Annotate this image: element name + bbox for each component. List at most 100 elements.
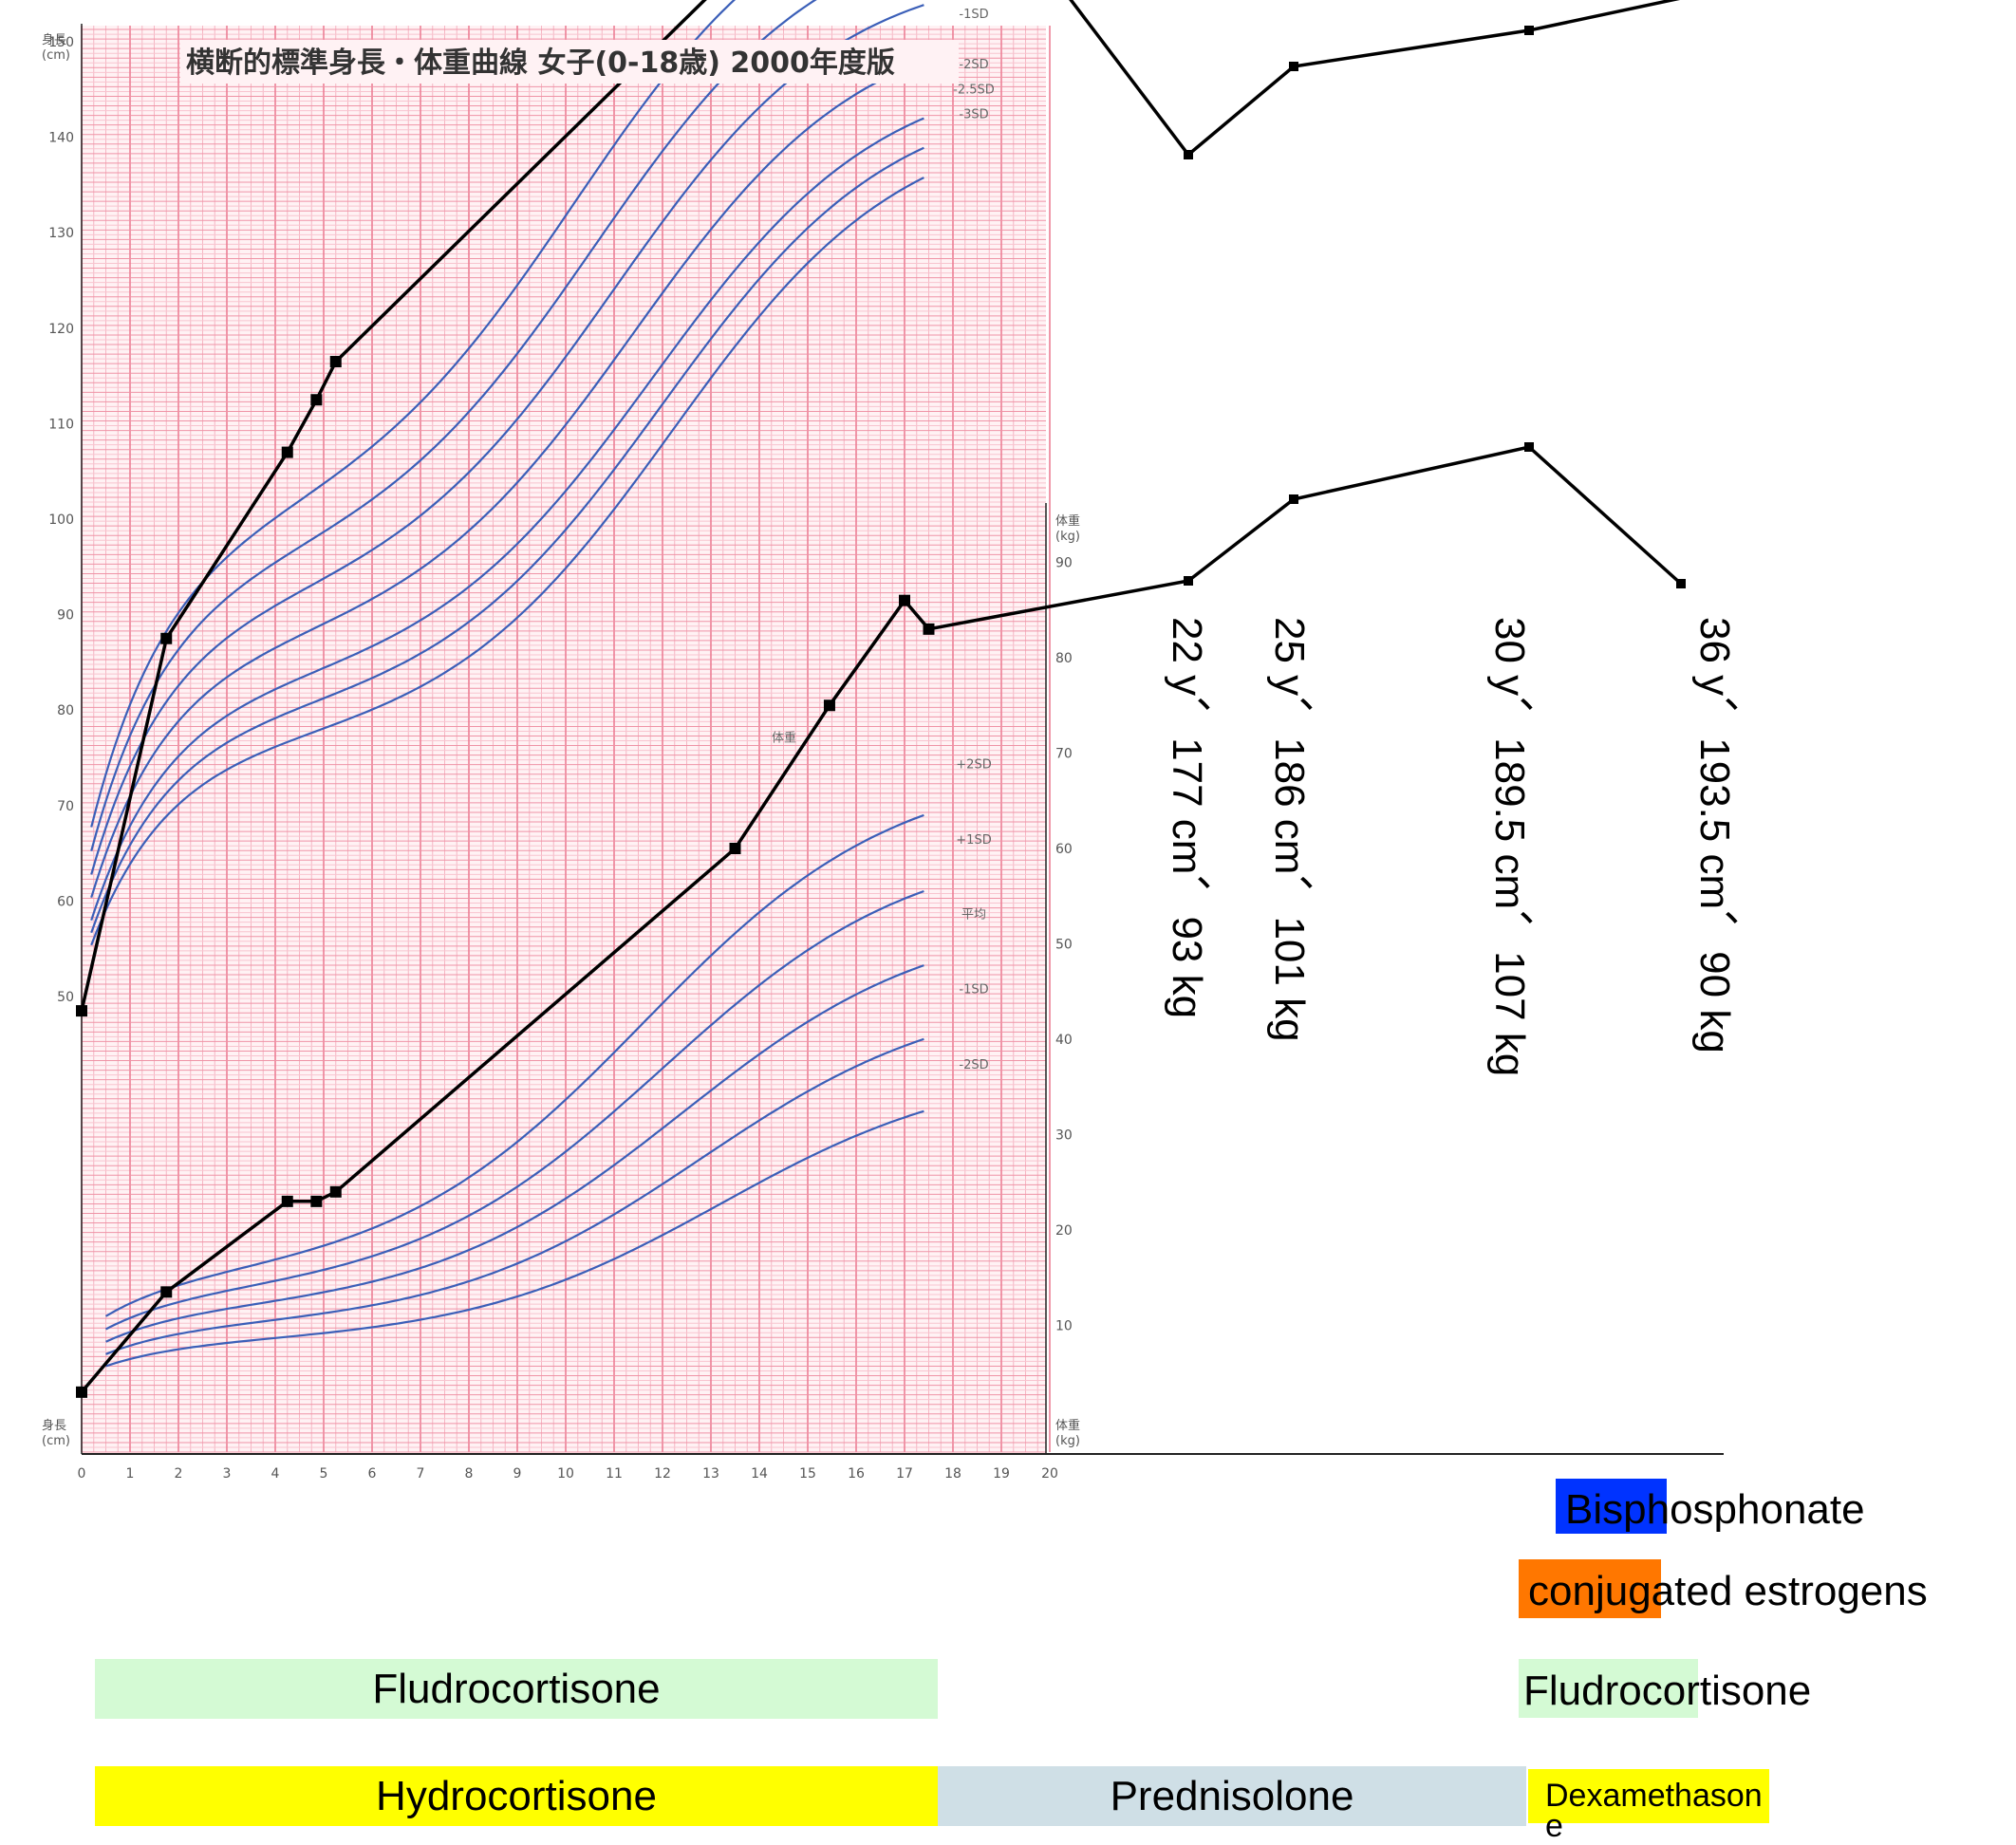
weight-sd-curve [105, 1109, 924, 1368]
x-tick-label: 6 [368, 1466, 377, 1482]
annotation-25y: 25 y、186 cm、101 kg [1266, 617, 1313, 1042]
weight-group-label: 体重 [772, 730, 796, 745]
x-tick-label: 13 [702, 1466, 719, 1482]
height-sd-curve [90, 146, 924, 934]
x-tick-label: 9 [513, 1466, 522, 1482]
patient-height-marker [281, 446, 293, 458]
weight-sd-curve [105, 1037, 924, 1355]
x-tick-label: 5 [320, 1466, 328, 1482]
patient-weight-marker [1524, 442, 1534, 452]
right-axis-label-bottom: (kg) [1055, 1434, 1080, 1448]
right-axis-label: 体重 [1055, 513, 1080, 529]
height-sd-label: -3SD [959, 107, 988, 121]
minor-grid [82, 26, 1046, 1452]
legend-label-fludrocortisone: Fludrocortisone [1523, 1668, 1812, 1714]
x-tick-label: 16 [848, 1466, 865, 1482]
bar-dexamethasone-label-wrap: e [1545, 1808, 1563, 1844]
patient-height-marker [76, 1005, 87, 1017]
sd-labels: +2SD+1SD平均-1SD-2SD-2.5SD-3SD+2SD+1SD平均-1… [772, 8, 995, 1072]
legend-label-conjugated-estrogens: conjugated estrogens [1528, 1568, 1928, 1614]
major-grid [81, 26, 1051, 1453]
annotation-30y: 30 y、189.5 cm、107 kg [1486, 617, 1533, 1077]
height-tick-label: 110 [48, 417, 74, 432]
x-tick-label: 18 [944, 1466, 961, 1482]
height-sd-curve [90, 0, 817, 851]
patient-weight-marker [923, 623, 935, 635]
height-tick-label: 50 [57, 990, 74, 1005]
patient-weight-marker [76, 1386, 87, 1398]
height-sd-curve [90, 177, 924, 946]
weight-sd-curve [104, 813, 924, 1317]
legend-swatch-conjugated-estrogens [1519, 1559, 1661, 1618]
patient-weight-marker [281, 1195, 293, 1207]
title-background [180, 40, 959, 84]
x-tick-label: 8 [465, 1466, 474, 1482]
annotation-36y: 36 y、193.5 cm、90 kg [1691, 617, 1738, 1053]
weight-sd-curve [105, 964, 924, 1343]
weight-tick-label: 50 [1055, 938, 1073, 953]
height-sd-label: -2.5SD [953, 83, 995, 97]
height-tick-label: 60 [57, 894, 74, 909]
x-tick-label: 3 [223, 1466, 232, 1482]
x-tick-label: 4 [271, 1466, 280, 1482]
height-tick-label: 120 [48, 322, 74, 337]
weight-tick-label: 30 [1055, 1128, 1073, 1144]
patient-series [76, 0, 1686, 1398]
weight-tick-label: 60 [1055, 842, 1073, 857]
patient-height-marker [329, 356, 342, 368]
patient-weight-marker [1289, 494, 1298, 504]
patient-weight-marker [899, 594, 910, 606]
x-tick-label: 7 [417, 1466, 425, 1482]
height-sd-label: -1SD [959, 8, 988, 22]
patient-weight-marker [160, 1286, 173, 1298]
legend-swatch-bisphosphonate [1556, 1479, 1667, 1534]
weight-tick-label: 40 [1055, 1033, 1073, 1048]
patient-weight-marker [1676, 579, 1686, 588]
weight-tick-label: 80 [1055, 651, 1073, 666]
weight-sd-label: -2SD [959, 1058, 988, 1072]
patient-height-marker [310, 394, 323, 406]
height-sd-curve [90, 117, 924, 922]
height-tick-label: 140 [48, 131, 74, 146]
height-tick-label: 90 [57, 608, 74, 624]
x-tick-label: 1 [126, 1466, 135, 1482]
bar-fludrocortisone: Fludrocortisone [95, 1659, 938, 1719]
patient-height-marker [160, 632, 173, 644]
bar-dexamethasone: Dexamethason [1528, 1769, 1769, 1823]
weight-tick-label: 20 [1055, 1223, 1073, 1239]
patient-height-marker [1184, 150, 1193, 159]
x-tick-label: 15 [799, 1466, 816, 1482]
height-sd-curve [90, 4, 924, 875]
patient-weight-marker [310, 1195, 323, 1207]
bar-prednisolone: Prednisolone [938, 1766, 1526, 1826]
height-sd-curve [90, 0, 737, 828]
patient-weight-marker [329, 1185, 342, 1198]
height-tick-label: 80 [57, 703, 74, 718]
x-tick-label: 14 [751, 1466, 768, 1482]
weight-sd-label: 平均 [961, 907, 986, 922]
height-sd-label: -2SD [959, 58, 988, 72]
chart-title: 横断的標準身長・体重曲線 女子(0-18歳) 2000年度版 [186, 47, 895, 80]
x-tick-label: 12 [654, 1466, 671, 1482]
weight-tick-label: 10 [1055, 1319, 1073, 1334]
x-tick-label: 19 [993, 1466, 1010, 1482]
height-sd-curve [90, 59, 924, 899]
left-axis-label: 身長 [42, 32, 66, 47]
tick-labels: 0 1 2 3 4 5 6 7 8 9 10 11 12 13 14 15 16 17 18 19 2050607080… [42, 32, 1080, 1482]
legend-swatch-fludrocortisone [1519, 1659, 1698, 1718]
bar-dexamethasone-label: Dexamethason [1545, 1778, 1763, 1814]
weight-tick-label: 70 [1055, 747, 1073, 762]
bar-prednisolone-label: Prednisolone [1110, 1772, 1354, 1819]
right-axis-label: (kg) [1055, 530, 1080, 544]
height-tick-label: 100 [48, 512, 74, 528]
bar-fludrocortisone-label: Fludrocortisone [372, 1665, 661, 1712]
x-tick-label: 20 [1041, 1466, 1058, 1482]
x-tick-label: 2 [175, 1466, 183, 1482]
weight-tick-label: 90 [1055, 556, 1073, 571]
patient-weight-marker [1184, 576, 1193, 586]
axes [81, 24, 1724, 1455]
x-tick-label: 11 [606, 1466, 623, 1482]
x-tick-label: 17 [896, 1466, 913, 1482]
patient-weight-marker [823, 699, 835, 712]
